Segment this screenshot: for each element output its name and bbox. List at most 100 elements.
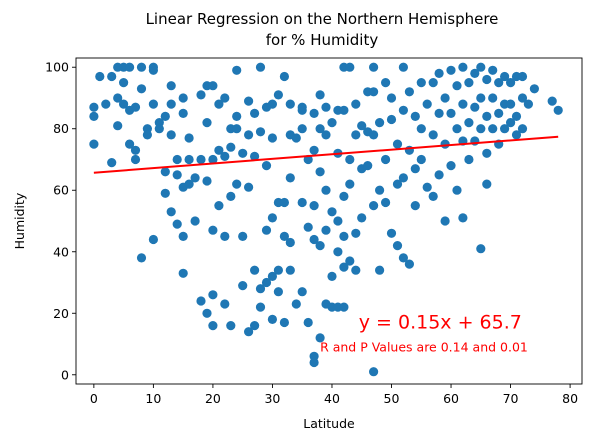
data-point <box>416 78 426 88</box>
data-point <box>279 197 289 208</box>
data-point <box>363 161 373 171</box>
data-point <box>220 151 230 161</box>
data-point <box>440 93 450 103</box>
data-point <box>351 228 361 238</box>
data-point <box>214 145 224 155</box>
data-point <box>273 90 283 100</box>
x-tick-label: 20 <box>205 391 221 406</box>
data-point <box>434 170 444 180</box>
data-point <box>315 90 325 100</box>
data-point <box>244 327 254 337</box>
data-point <box>166 130 176 140</box>
data-point <box>452 124 462 134</box>
data-point <box>178 231 188 241</box>
data-point <box>434 68 444 78</box>
data-point <box>136 84 147 94</box>
data-point <box>517 71 528 82</box>
data-point <box>339 231 349 241</box>
data-point <box>148 234 158 245</box>
data-point <box>309 357 319 368</box>
data-point <box>178 268 188 278</box>
data-point <box>315 167 325 177</box>
data-point <box>261 277 272 288</box>
data-point <box>244 182 254 192</box>
data-point <box>392 179 403 189</box>
data-point <box>369 62 379 72</box>
data-point <box>297 197 307 208</box>
data-point <box>279 317 289 328</box>
data-point <box>142 130 152 140</box>
data-point <box>119 78 129 88</box>
data-point <box>321 185 331 195</box>
data-point <box>196 296 206 306</box>
data-point <box>339 105 349 115</box>
data-point <box>136 253 147 263</box>
data-point <box>190 173 200 183</box>
data-point <box>160 111 170 121</box>
data-point <box>196 154 206 165</box>
data-point <box>410 201 420 211</box>
y-axis-ticks: 0 20 40 60 80 100 <box>45 60 76 382</box>
data-point <box>386 114 397 125</box>
data-point <box>190 216 200 226</box>
data-point <box>172 170 182 180</box>
data-point <box>119 99 129 109</box>
data-point <box>202 308 212 318</box>
data-point <box>208 290 218 300</box>
data-point <box>267 213 277 223</box>
data-point <box>238 231 248 241</box>
data-point <box>107 158 117 168</box>
data-points <box>89 62 563 377</box>
data-point <box>333 247 343 257</box>
data-point <box>166 81 176 91</box>
regression-line <box>93 135 559 174</box>
data-point <box>184 154 194 165</box>
data-point <box>458 213 468 223</box>
data-point <box>321 102 331 112</box>
data-point <box>220 231 230 241</box>
data-point <box>428 78 438 88</box>
data-point <box>494 108 504 118</box>
data-point <box>273 265 283 275</box>
data-point <box>369 130 379 140</box>
data-point <box>440 139 450 149</box>
data-point <box>172 219 182 229</box>
data-point <box>375 265 385 275</box>
data-point <box>321 225 331 235</box>
data-point <box>494 78 504 88</box>
data-point <box>261 161 272 171</box>
data-point <box>357 213 367 223</box>
data-point <box>500 124 510 134</box>
data-point <box>398 105 408 115</box>
y-tick-label: 100 <box>45 60 69 75</box>
data-point <box>446 108 456 118</box>
data-point <box>369 367 379 377</box>
data-point <box>297 287 307 297</box>
data-point <box>285 265 295 275</box>
data-point <box>517 124 528 134</box>
x-tick-label: 80 <box>562 391 578 406</box>
data-point <box>267 271 277 281</box>
data-point <box>482 111 492 121</box>
data-point <box>333 216 343 226</box>
data-point <box>196 90 206 100</box>
data-point <box>345 179 355 189</box>
data-point <box>279 71 289 82</box>
data-point <box>392 139 403 149</box>
data-point <box>208 321 218 331</box>
data-point <box>488 93 498 103</box>
data-point <box>452 81 462 91</box>
data-point <box>309 145 319 155</box>
data-point <box>410 111 420 121</box>
x-axis-ticks: 0 10 20 30 40 50 60 70 80 <box>90 384 578 406</box>
data-point <box>428 130 438 140</box>
data-point <box>130 154 141 165</box>
data-point <box>184 133 194 143</box>
x-tick-label: 60 <box>443 391 459 406</box>
data-point <box>476 62 486 72</box>
data-point <box>226 191 236 201</box>
data-point <box>101 99 111 109</box>
data-point <box>297 102 307 112</box>
data-point <box>136 62 147 72</box>
data-point <box>250 108 260 118</box>
